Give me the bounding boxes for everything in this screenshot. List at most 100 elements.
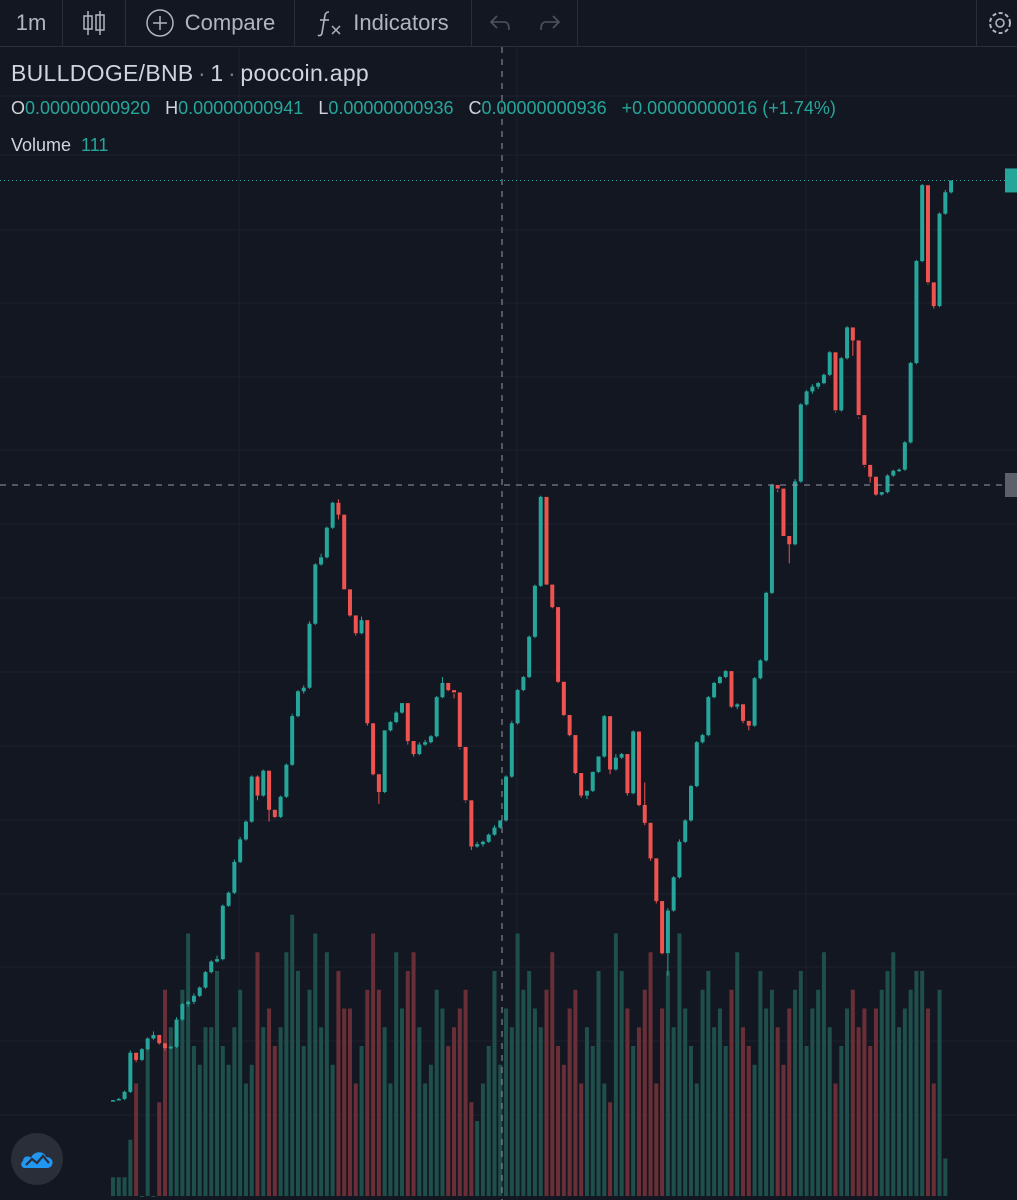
volume-bar [475,1121,480,1196]
candle-body [810,386,815,392]
volume-bar [411,952,416,1196]
candle-body [319,557,324,565]
settings-button[interactable] [976,0,1017,46]
volume-bar [163,989,168,1196]
volume-bar [307,989,312,1196]
candle-body [769,485,774,593]
candle-body [174,1019,179,1047]
volume-bar [492,971,497,1196]
volume-bar [764,1008,769,1196]
volume-bar [810,1008,815,1196]
candle-body [752,678,757,726]
candle-body [550,584,555,608]
redo-icon[interactable] [538,13,562,33]
candle-body [324,527,329,558]
candle-body [793,481,798,545]
candle-body [862,415,867,465]
candle-body [423,742,428,745]
candle-body [394,712,399,723]
volume-bar [868,1046,873,1196]
volume-bar [717,1008,722,1196]
volume-label: Volume [11,135,72,155]
close-value: 0.00000000936 [481,98,607,118]
candle-body [694,742,699,787]
candle-body [232,861,237,893]
candle-body [417,744,422,755]
candle-body [596,756,601,772]
candle-body [347,589,352,616]
fx-icon [317,11,341,37]
candle-body [665,910,670,954]
volume-bar [324,952,329,1196]
volume-bar [584,1027,589,1196]
candle-body [758,660,763,679]
change-value: +0.00000000016 (+1.74%) [621,98,836,118]
candle-body [827,352,832,375]
volume-bar [509,1027,514,1196]
candle-body [527,636,532,678]
volume-bar [342,1008,347,1196]
volume-bar [741,1027,746,1196]
candle-body [636,731,641,806]
volume-bar [654,1083,659,1196]
volume-bar [278,1027,283,1196]
volume-bar [879,989,884,1196]
volume-bar [157,1102,162,1196]
volume-bar [220,1046,225,1196]
candle-body [775,485,780,489]
undo-icon[interactable] [488,13,512,33]
plus-circle-icon [146,9,174,37]
volume-value: 111 [81,135,109,155]
volume-bar [683,1008,688,1196]
volume-bar [313,933,318,1196]
volume-bar [330,1064,335,1196]
volume-bar [636,1027,641,1196]
candle-body [295,691,300,717]
candle-body [359,620,364,634]
interval-button[interactable]: 1m [0,0,63,46]
candle-body [821,374,826,384]
candle-body [330,502,335,528]
candle-body [850,327,855,341]
volume-bar [498,1064,503,1196]
candle-body [440,682,445,698]
candle-body [111,1100,115,1102]
volume-legend: Volume 111 [11,135,108,156]
volume-bar [365,989,370,1196]
volume-bar [856,1027,861,1196]
candle-body [584,790,589,796]
indicators-label: Indicators [353,10,449,35]
candle-body [845,327,850,359]
candle-body [382,730,387,792]
volume-bar [665,971,670,1196]
volume-bar [521,989,526,1196]
candle-body [521,677,526,691]
candle-body [833,352,838,411]
price-chart[interactable] [0,47,1017,1200]
high-value: 0.00000000941 [178,98,304,118]
candle-body [405,703,410,742]
candle-body [197,987,202,996]
chart-legend: BULLDOGE/BNB · 1 · poocoin.app [11,60,369,87]
candle-body [475,844,480,847]
volume-bar [602,1083,607,1196]
candle-body [290,716,295,765]
indicators-button[interactable]: Indicators [295,0,472,46]
volume-bar [446,1046,451,1196]
compare-button[interactable]: Compare [126,0,295,46]
volume-bar [735,952,740,1196]
volume-bar [706,971,711,1196]
volume-bar [891,952,896,1196]
chart-type-button[interactable] [63,0,126,46]
candles-icon [83,11,105,35]
volume-bar [816,989,821,1196]
tradingview-cloud-icon[interactable] [11,1133,63,1185]
volume-bar [359,1046,364,1196]
volume-bar [573,989,578,1196]
candle-body [116,1098,121,1101]
candle-body [625,754,630,794]
volume-bar [556,1046,561,1196]
candle-body [243,821,248,840]
volume-bar [215,971,220,1196]
volume-bar [550,952,555,1196]
